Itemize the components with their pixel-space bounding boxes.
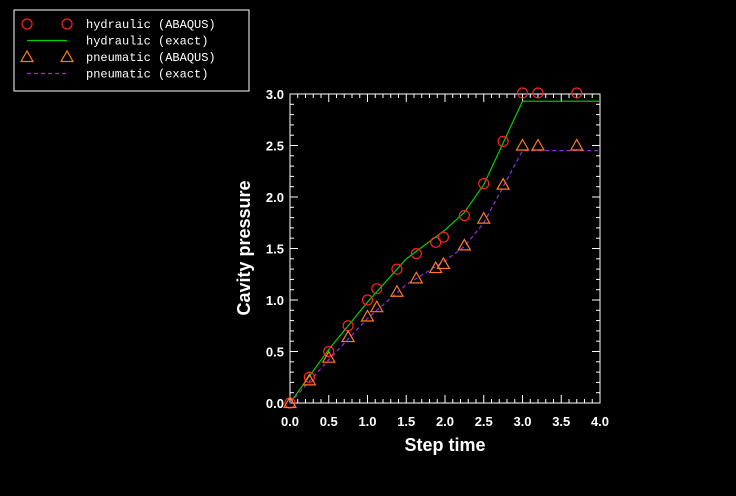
data-point-triangle — [515, 138, 530, 151]
x-tick-label: 2.5 — [475, 414, 493, 429]
data-point-triangle — [360, 309, 375, 322]
series-3 — [289, 150, 600, 404]
x-tick-label: 3.5 — [552, 414, 570, 429]
y-tick-label: 0.5 — [266, 345, 284, 360]
data-point-circle — [532, 87, 544, 99]
data-point-triangle — [389, 284, 404, 297]
data-point-triangle — [569, 138, 584, 151]
x-tick-label: 1.0 — [358, 414, 376, 429]
x-tick-label: 0.5 — [320, 414, 338, 429]
y-tick-label: 3.0 — [266, 87, 284, 102]
legend-frame — [13, 9, 250, 92]
series-2 — [282, 138, 584, 409]
legend-entry: pneumatic (exact) — [27, 68, 208, 82]
legend-entry: hydraulic (ABAQUS) — [21, 18, 216, 32]
x-axis-title: Step time — [404, 435, 485, 455]
data-point-circle — [478, 178, 490, 190]
data-point-triangle — [369, 300, 384, 313]
y-axis-title: Cavity pressure — [234, 180, 254, 315]
series-layer — [282, 87, 600, 409]
data-point-triangle — [409, 271, 424, 284]
legend-label: hydraulic (exact) — [86, 35, 208, 49]
data-point-circle — [497, 135, 509, 147]
x-tick-label: 3.0 — [513, 414, 531, 429]
data-point-triangle — [341, 329, 356, 343]
y-tick-label: 1.0 — [266, 293, 284, 308]
x-tick-label: 2.0 — [436, 414, 454, 429]
data-point-circle — [361, 294, 374, 306]
series-0 — [284, 87, 583, 409]
plot-frame — [289, 93, 601, 404]
data-point-circle — [571, 87, 583, 99]
legend-marker-circle — [61, 18, 73, 30]
legend-label: pneumatic (exact) — [86, 68, 208, 82]
legend-entry: hydraulic (exact) — [27, 35, 208, 49]
series-line — [289, 100, 600, 404]
data-point-circle — [410, 248, 422, 260]
data-point-circle — [516, 87, 529, 99]
x-tick-label: 1.5 — [397, 414, 415, 429]
data-point-circle — [323, 345, 335, 358]
data-point-triangle — [457, 238, 472, 251]
legend: hydraulic (ABAQUS) hydraulic (exact) pneum… — [13, 9, 250, 92]
legend-label: hydraulic (ABAQUS) — [86, 18, 216, 32]
tick-labels: 0.0 0.5 1.0 1.5 2.0 2.5 3.0 3.5 4.0 0.0 0.5 1.0 1.5 2… — [266, 87, 609, 429]
axis-ticks — [289, 93, 601, 404]
y-tick-label: 1.5 — [266, 242, 284, 257]
data-point-triangle — [282, 395, 298, 409]
legend-marker-circle — [21, 18, 33, 30]
x-tick-label: 4.0 — [591, 414, 609, 429]
data-point-circle — [371, 283, 383, 295]
data-point-circle — [430, 236, 442, 248]
x-tick-label: 0.0 — [281, 414, 299, 429]
data-point-triangle — [321, 350, 336, 363]
data-point-circle — [458, 209, 470, 222]
data-point-triangle — [436, 256, 451, 270]
legend-label: pneumatic (ABAQUS) — [86, 51, 216, 65]
data-point-triangle — [530, 138, 546, 151]
data-point-circle — [303, 371, 315, 383]
y-tick-label: 0.0 — [266, 396, 284, 411]
data-point-triangle — [496, 177, 511, 190]
series-1 — [289, 100, 600, 404]
legend-entry: pneumatic (ABAQUS) — [19, 49, 216, 65]
y-tick-label: 2.5 — [266, 139, 284, 154]
series-line — [289, 150, 600, 404]
legend-marker-triangle — [19, 49, 35, 63]
data-point-triangle — [476, 211, 491, 224]
data-point-triangle — [302, 373, 317, 386]
y-tick-label: 2.0 — [266, 190, 284, 205]
data-point-circle — [391, 263, 403, 275]
legend-marker-triangle — [59, 49, 75, 63]
data-point-circle — [437, 231, 450, 243]
